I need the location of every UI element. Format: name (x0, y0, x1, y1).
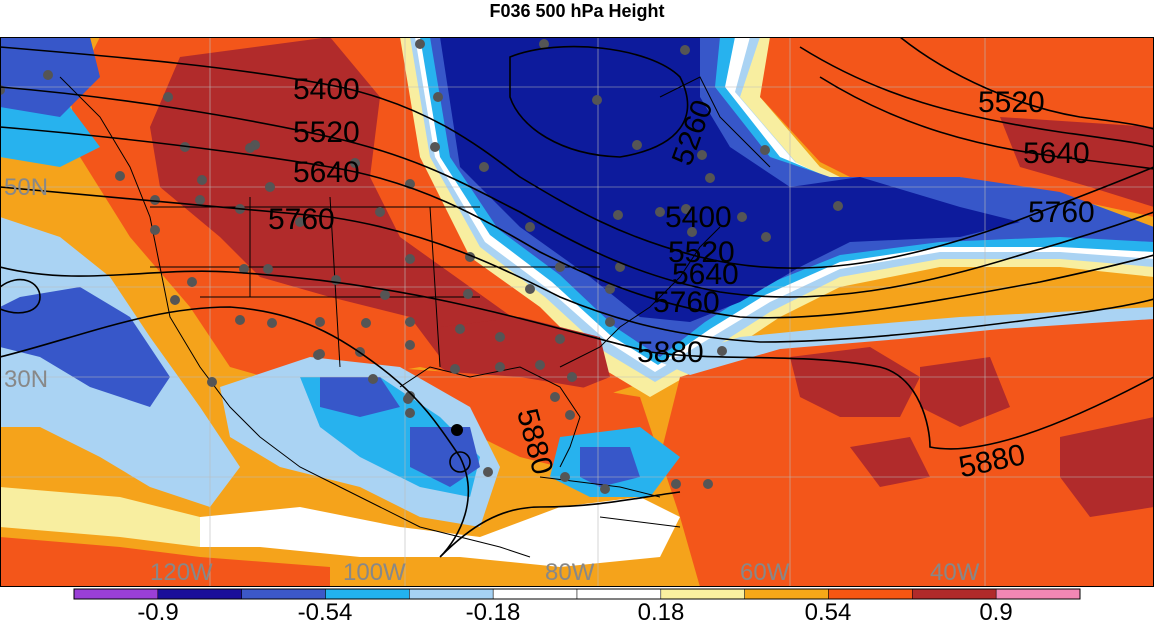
lon-label: 120W (150, 559, 213, 586)
colorbar-label: -0.9 (137, 599, 178, 622)
colorbar-swatch (828, 588, 913, 600)
colorbar-swatch (995, 588, 1081, 600)
colorbar-swatch (241, 588, 326, 600)
height-contours (0, 37, 1154, 558)
graticule-labels: 50N 30N 120W 100W 80W 60W 40W (4, 174, 980, 586)
colorbar-swatch (325, 588, 410, 600)
station-markers (0, 39, 843, 494)
contour-label: 5400 (665, 201, 732, 234)
colorbar-label: 0.18 (638, 599, 685, 622)
contour-label: 5640 (293, 156, 360, 189)
colorbar-label: -0.54 (298, 599, 353, 622)
anomaly-fill (0, 37, 1154, 587)
colorbar-swatch (576, 588, 662, 600)
atlantic-darkred-1 (790, 347, 920, 417)
colorbar-swatch (492, 588, 578, 600)
lon-label: 40W (930, 559, 980, 586)
lat-label: 30N (4, 366, 48, 393)
lon-label: 80W (545, 559, 595, 586)
contour-label: 5760 (268, 203, 335, 236)
contour-label: 5520 (668, 236, 735, 269)
colorbar-label: 0.54 (805, 599, 852, 622)
atlantic-transition (660, 307, 1154, 375)
colorbar-swatch (912, 588, 997, 600)
low-center-dot (451, 424, 463, 436)
colorbar-swatch (660, 588, 745, 600)
colorbar: -0.9 -0.54 -0.18 0.18 0.54 0.9 (73, 588, 1081, 622)
contour-label: 5400 (293, 73, 360, 106)
lat-label: 50N (4, 174, 48, 201)
colorbar-swatch (157, 588, 242, 600)
contour-label: 5520 (978, 86, 1045, 119)
colorbar-label: 0.9 (979, 599, 1012, 622)
contour-label: 5640 (672, 258, 739, 291)
gulf-midblue (320, 377, 400, 417)
trough-deepblue (440, 37, 1020, 322)
atlantic-darkred-4 (850, 437, 930, 487)
contour-label: 5520 (293, 116, 360, 149)
height-anomaly-map: 5400 5520 5640 5760 5880 5260 5400 5520 … (0, 37, 1154, 587)
atlantic-darkred-2 (920, 357, 1010, 427)
lon-label: 100W (343, 559, 406, 586)
contour-label: 5760 (653, 286, 720, 319)
colorbar-boxes (73, 588, 1081, 600)
atlantic-darkred-3 (1060, 417, 1154, 517)
map-title: F036 500 hPa Height (489, 1, 665, 21)
contour-label: 5760 (1028, 196, 1095, 229)
lon-label: 60W (740, 559, 790, 586)
south-lightyellow (0, 487, 200, 547)
contour-label-group: 5400 5520 5640 5760 5880 5260 5400 5520 … (268, 73, 1095, 484)
colorbar-frame (73, 588, 1081, 600)
contour-label: 5640 (1023, 137, 1090, 170)
ridge-west-darkred (150, 37, 560, 367)
colorbar-swatch (744, 588, 829, 600)
colorbar-label: -0.18 (466, 599, 521, 622)
colorbar-swatch (409, 588, 494, 600)
east-pacific-orange (0, 537, 330, 587)
colorbar-swatch (73, 588, 159, 600)
contour-label: 5880 (637, 336, 704, 369)
